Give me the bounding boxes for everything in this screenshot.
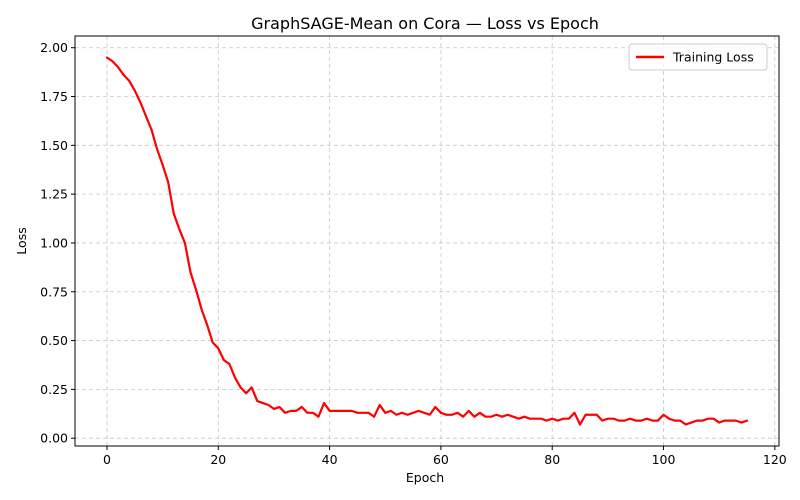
x-tick-label: 120 — [763, 452, 787, 467]
axes-frame — [74, 35, 780, 447]
legend-label: Training Loss — [672, 50, 754, 65]
legend-box — [628, 43, 768, 71]
y-tick-label: 1.50 — [40, 138, 68, 153]
y-tick-label: 0.00 — [40, 431, 68, 446]
y-tick-label: 0.25 — [40, 382, 68, 397]
x-tick-label: 60 — [433, 452, 449, 467]
y-tick-label: 1.75 — [40, 89, 68, 104]
y-tick-label: 1.00 — [40, 235, 68, 250]
x-tick-label: 20 — [210, 452, 226, 467]
training-loss-line — [105, 56, 749, 426]
grid — [75, 36, 779, 446]
y-tick-label: 1.25 — [40, 187, 68, 202]
y-tick-label: 0.75 — [40, 284, 68, 299]
x-tick-label: 40 — [322, 452, 338, 467]
x-axis-label: Epoch — [406, 470, 444, 485]
y-tick-label: 2.00 — [40, 40, 68, 55]
plot-area — [105, 56, 749, 426]
chart-title: GraphSAGE-Mean on Cora — Loss vs Epoch — [251, 14, 599, 33]
y-axis-label: Loss — [14, 227, 29, 254]
legend: Training Loss — [628, 43, 768, 71]
x-tick-label: 0 — [103, 452, 111, 467]
x-tick-label: 100 — [652, 452, 676, 467]
axes: 0 20 40 60 80 100 120 0.00 0.25 0.50 0.75 1.00 1.25 1… — [40, 35, 787, 467]
y-tick-label: 0.50 — [40, 333, 68, 348]
x-tick-label: 80 — [544, 452, 560, 467]
